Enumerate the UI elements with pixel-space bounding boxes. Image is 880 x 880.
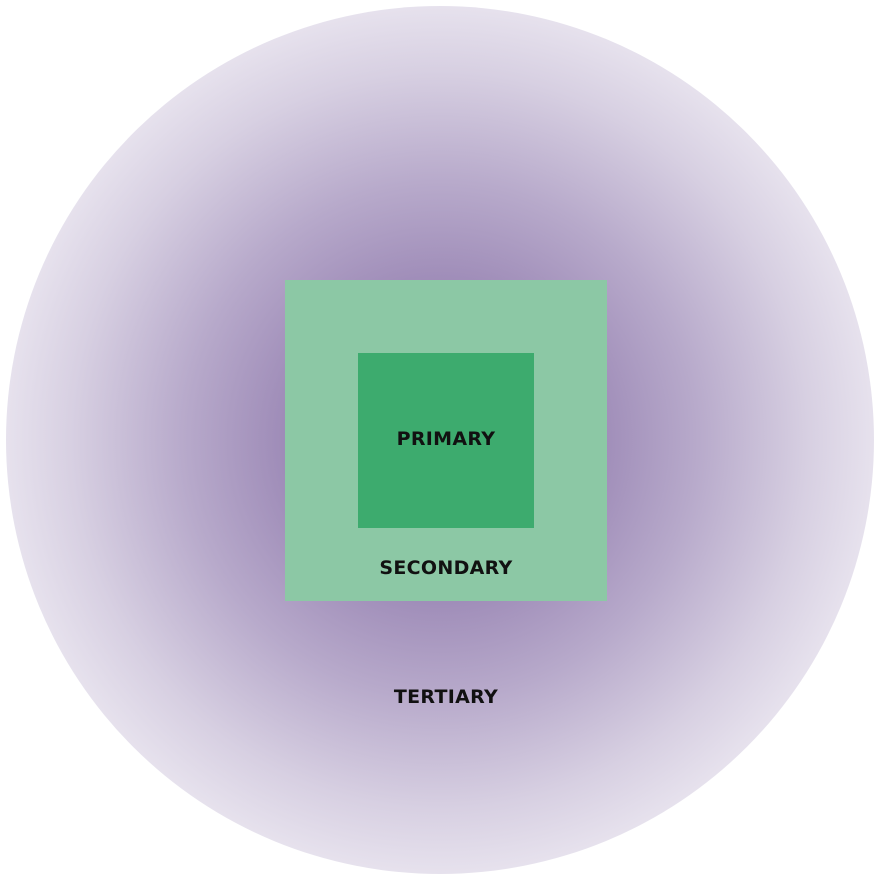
primary-zone: [358, 353, 534, 528]
tertiary-label: TERTIARY: [393, 686, 499, 708]
secondary-label: SECONDARY: [379, 557, 513, 579]
primary-label: PRIMARY: [396, 428, 496, 450]
